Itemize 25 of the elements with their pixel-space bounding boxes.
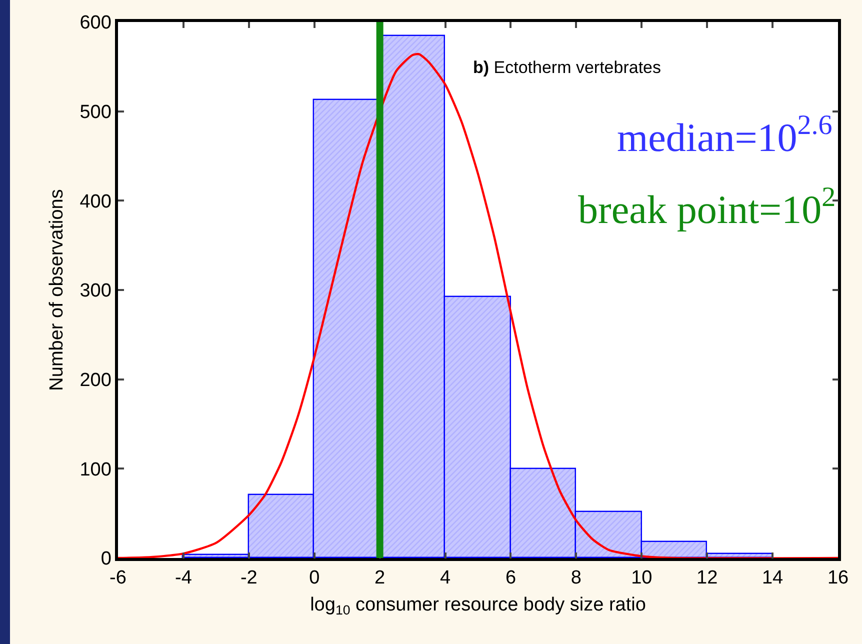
y-tick-label: 0 (100, 548, 112, 570)
x-tick-label: 0 (309, 568, 320, 589)
x-tick-label: 14 (762, 568, 784, 589)
annotation: b) Ectotherm vertebrates (473, 58, 662, 77)
y-tick-label: 400 (80, 191, 112, 212)
x-tick-label: 8 (570, 568, 582, 589)
ref-line-label: break point=10$^{2}$ (578, 182, 836, 232)
x-tick-label: -6 (110, 568, 126, 589)
x-axis-title: log$_{10}$ consumer resource body size ratio (310, 594, 646, 618)
line-series (118, 53, 838, 558)
y-tick-label: 300 (80, 280, 112, 302)
x-tick-label: 12 (696, 568, 718, 589)
y-axis-title: Number of observations (46, 189, 68, 391)
x-tick-label: 4 (440, 568, 451, 589)
x-tick-label: 6 (505, 568, 516, 589)
x-tick-label: 16 (827, 568, 849, 589)
annotation: median=10$^{2.6}$ (617, 110, 832, 160)
x-tick-label: 2 (374, 568, 386, 589)
x-tick-label: -4 (174, 568, 192, 589)
y-tick-label: 100 (80, 459, 112, 480)
x-tick-label: 10 (631, 568, 652, 589)
y-tick-label: 500 (80, 102, 112, 123)
y-tick-label: 200 (80, 370, 112, 391)
x-tick-label: -2 (240, 568, 258, 589)
y-tick-label: 600 (80, 12, 112, 34)
